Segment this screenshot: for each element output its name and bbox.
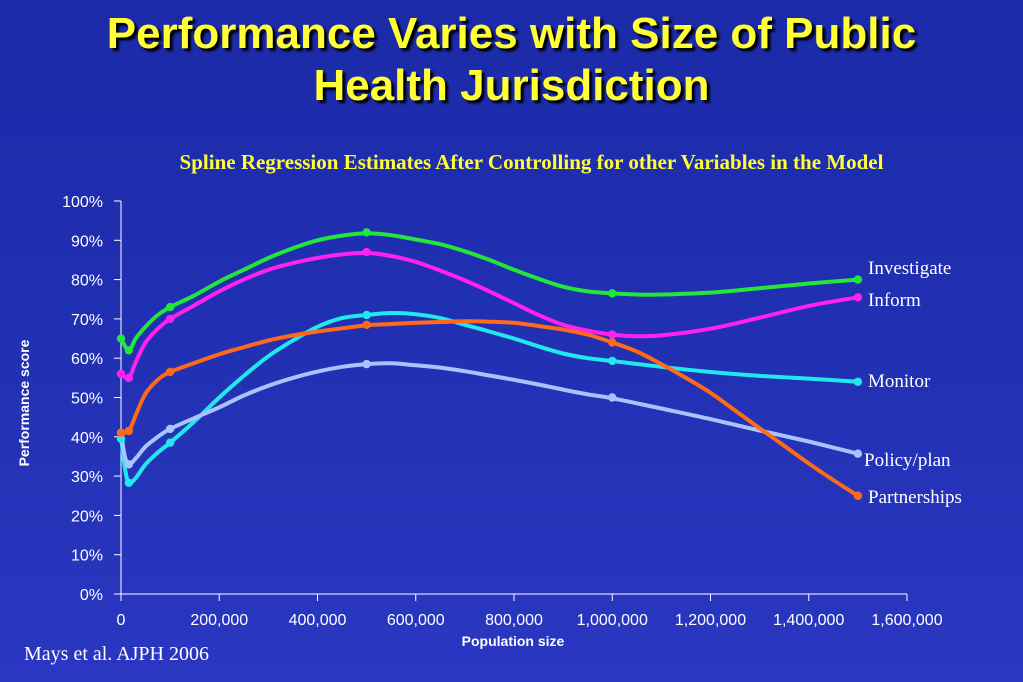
y-tick-label: 100% (62, 194, 103, 211)
y-tick-label: 80% (71, 273, 103, 290)
series-label-partnerships: Partnerships (868, 487, 962, 508)
y-tick-label: 60% (71, 351, 103, 368)
title-line-1: Performance Varies with Size of Public (106, 9, 917, 58)
data-point-monitor (116, 434, 126, 443)
series-lines (119, 231, 860, 498)
y-tick-label: 10% (71, 548, 103, 565)
y-tick-label: 90% (71, 233, 103, 250)
data-point-inform (165, 314, 175, 324)
x-tick-label: 600,000 (387, 612, 445, 629)
series-label-investigate: Investigate (868, 258, 951, 279)
series-label-inform: Inform (868, 290, 921, 311)
x-tick-label: 200,000 (190, 612, 248, 629)
data-point-partnerships (853, 491, 863, 500)
x-tick-label: 1,200,000 (675, 612, 746, 629)
y-tick-label: 20% (71, 508, 103, 525)
data-point-policy-plan (608, 393, 617, 402)
y-tick-label: 70% (71, 312, 103, 329)
data-point-monitor (124, 478, 134, 487)
data-point-investigate (116, 334, 126, 343)
data-point-policy-plan (124, 460, 134, 469)
data-point-partnerships (124, 426, 134, 436)
citation: Mays et al. AJPH 2006 (24, 643, 209, 665)
series-label-policy-plan: Policy/plan (864, 450, 951, 471)
series-labels: Investigate Inform Monitor Policy/plan Partn… (864, 258, 962, 508)
data-point-investigate (165, 302, 175, 312)
series-markers (116, 228, 863, 500)
data-point-policy-plan (853, 449, 863, 458)
chart-subtitle: Spline Regression Estimates After Contro… (179, 150, 884, 174)
y-tick-label: 0% (80, 587, 103, 604)
x-tick-label: 400,000 (289, 612, 347, 629)
data-point-policy-plan (165, 424, 175, 434)
data-point-investigate (853, 275, 863, 284)
data-point-investigate (124, 346, 134, 355)
y-axis-label: Performance score (16, 339, 32, 466)
data-point-monitor (853, 377, 863, 386)
data-point-partnerships (362, 320, 371, 329)
data-point-inform (853, 293, 863, 302)
axes: 0% 10% 20% 30% 40% 50% 60% 70% 80% 90% 100% 0 200,00… (62, 194, 943, 629)
data-point-investigate (608, 289, 617, 298)
data-point-policy-plan (362, 359, 371, 369)
data-point-inform (362, 247, 371, 257)
series-label-monitor: Monitor (868, 371, 931, 392)
data-point-partnerships (116, 428, 126, 438)
y-tick-label: 40% (71, 430, 103, 447)
y-tick-label: 30% (71, 469, 103, 486)
x-tick-label: 800,000 (485, 612, 543, 629)
data-point-monitor (165, 438, 175, 447)
data-point-inform (124, 373, 134, 383)
x-tick-label: 1,400,000 (773, 612, 844, 629)
x-tick-label: 1,600,000 (871, 612, 942, 629)
data-point-monitor (608, 356, 617, 366)
x-tick-label: 0 (117, 612, 126, 629)
data-point-investigate (362, 228, 371, 237)
series-line-policy-plan (119, 361, 860, 467)
data-point-inform (116, 369, 126, 379)
series-line-inform (119, 250, 860, 381)
data-point-inform (608, 330, 617, 339)
data-point-partnerships (165, 367, 175, 377)
x-tick-label: 1,000,000 (577, 612, 648, 629)
slide-title: Performance Varies with Size of Public H… (0, 8, 1023, 112)
y-tick-label: 50% (71, 391, 103, 408)
data-point-partnerships (608, 338, 617, 347)
series-line-monitor (119, 310, 860, 486)
series-line-partnerships (119, 319, 860, 498)
x-axis-label: Population size (462, 633, 565, 649)
data-point-monitor (362, 310, 371, 320)
title-line-2: Health Jurisdiction (313, 61, 710, 110)
